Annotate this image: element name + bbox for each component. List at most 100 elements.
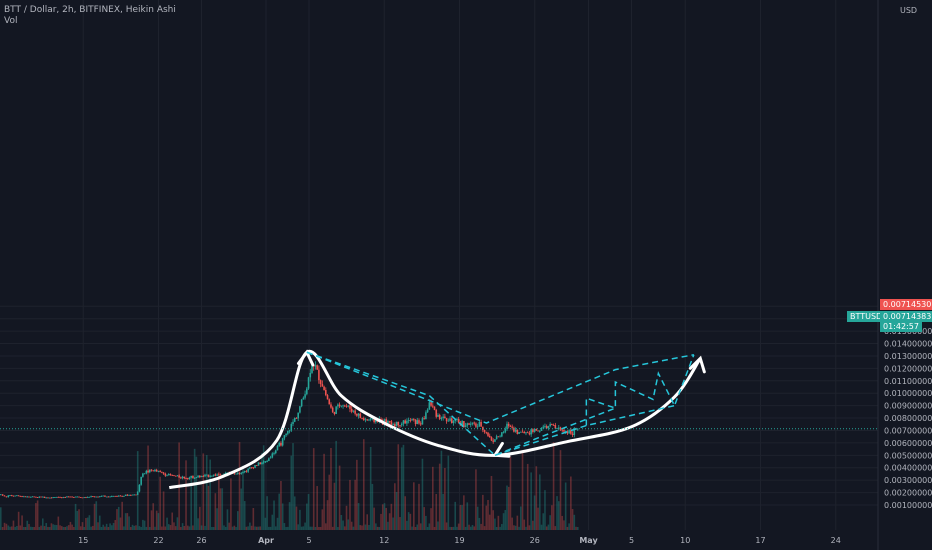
volume-bar bbox=[335, 440, 337, 530]
candle-body bbox=[257, 462, 260, 466]
volume-bar bbox=[371, 483, 374, 530]
candle-body bbox=[145, 470, 148, 474]
volume-bar bbox=[304, 522, 306, 530]
candle-body bbox=[264, 461, 267, 463]
candle-body bbox=[526, 432, 529, 434]
candle-body bbox=[492, 440, 494, 442]
candle-body bbox=[214, 474, 217, 476]
candle-body bbox=[369, 418, 372, 420]
volume-indicator-label[interactable]: Vol bbox=[4, 16, 18, 26]
candle-body bbox=[116, 496, 118, 497]
volume-bar bbox=[480, 523, 482, 530]
candle-body bbox=[456, 419, 458, 420]
volume-bar bbox=[528, 525, 531, 530]
volume-bar bbox=[247, 526, 249, 530]
volume-bar bbox=[561, 515, 564, 530]
candle-body bbox=[375, 420, 377, 422]
candle-body bbox=[507, 423, 510, 427]
volume-bar bbox=[173, 522, 175, 530]
candle-body bbox=[55, 496, 58, 498]
volume-bar bbox=[254, 526, 256, 530]
volume-bar bbox=[221, 488, 224, 530]
time-tick-label: 19 bbox=[454, 536, 464, 545]
candle-body bbox=[545, 426, 548, 429]
candle-body bbox=[364, 419, 367, 421]
volume-bar bbox=[100, 526, 103, 530]
volume-bar bbox=[93, 503, 96, 530]
candle-body bbox=[418, 420, 420, 424]
candle-body bbox=[138, 484, 141, 492]
candle-body bbox=[468, 423, 470, 425]
candle-body bbox=[28, 496, 30, 498]
candle-body bbox=[9, 495, 11, 497]
candle-body bbox=[532, 429, 534, 432]
candle-body bbox=[323, 386, 325, 391]
volume-bar bbox=[525, 526, 527, 530]
volume-bar bbox=[523, 519, 526, 530]
symbol-title[interactable]: BTT / Dollar, 2h, BITFINEX, Heikin Ashi bbox=[4, 5, 176, 15]
volume-bar bbox=[385, 507, 388, 530]
candle-body bbox=[224, 472, 227, 475]
volume-bar bbox=[449, 526, 451, 530]
candle-body bbox=[43, 496, 46, 498]
candle-body bbox=[212, 474, 215, 476]
volume-bar bbox=[10, 526, 13, 530]
candle-body bbox=[64, 497, 67, 498]
candle-body bbox=[338, 404, 341, 407]
currency-label: USD bbox=[900, 6, 917, 15]
volume-bar bbox=[119, 517, 122, 530]
volume-bar bbox=[190, 475, 193, 530]
candle-body bbox=[330, 404, 332, 408]
candle-body bbox=[345, 405, 348, 407]
volume-bar bbox=[520, 506, 522, 530]
candle-body bbox=[337, 404, 339, 407]
volume-bar bbox=[31, 527, 34, 530]
candle-body bbox=[173, 475, 175, 477]
volume-bar bbox=[356, 459, 358, 530]
price-tick-label: 0.00600000 bbox=[884, 439, 932, 448]
candle-body bbox=[98, 496, 101, 498]
candle-body bbox=[342, 405, 344, 407]
candle-body bbox=[482, 426, 484, 431]
candle-body bbox=[400, 423, 403, 426]
candle-body bbox=[128, 494, 130, 496]
candle-body bbox=[119, 495, 122, 497]
volume-bar bbox=[3, 522, 6, 530]
candle-body bbox=[469, 423, 472, 425]
volume-bar bbox=[516, 515, 519, 530]
volume-bar bbox=[566, 526, 569, 530]
candle-body bbox=[538, 430, 541, 432]
candle-body bbox=[409, 420, 412, 422]
price-tick-label: 0.00800000 bbox=[884, 414, 932, 423]
volume-bar bbox=[444, 468, 446, 530]
candle-body bbox=[516, 429, 519, 434]
candle-body bbox=[388, 420, 391, 422]
candle-body bbox=[243, 470, 246, 473]
volume-bar bbox=[399, 517, 401, 530]
candle-body bbox=[556, 428, 558, 429]
candle-body bbox=[563, 430, 565, 432]
candle-body bbox=[104, 495, 106, 497]
candle-body bbox=[350, 408, 353, 412]
candle-body bbox=[449, 418, 451, 421]
volume-bar bbox=[445, 522, 448, 530]
candle-body bbox=[66, 496, 68, 498]
volume-bar bbox=[171, 512, 174, 530]
volume-bar bbox=[307, 494, 310, 530]
candle-body bbox=[352, 410, 355, 412]
candle-body bbox=[161, 471, 163, 473]
candle-body bbox=[502, 432, 505, 434]
candle-body bbox=[423, 418, 425, 420]
candle-body bbox=[568, 430, 570, 434]
candle-body bbox=[136, 491, 139, 495]
volume-bar bbox=[526, 463, 529, 530]
volume-bar bbox=[33, 526, 35, 530]
candle-body bbox=[435, 409, 438, 417]
candle-body bbox=[333, 411, 336, 414]
time-tick-label: May bbox=[579, 536, 598, 545]
volume-bar bbox=[116, 509, 118, 530]
volume-bar bbox=[154, 526, 156, 530]
candle-body bbox=[78, 496, 80, 498]
volume-bar bbox=[499, 526, 501, 530]
